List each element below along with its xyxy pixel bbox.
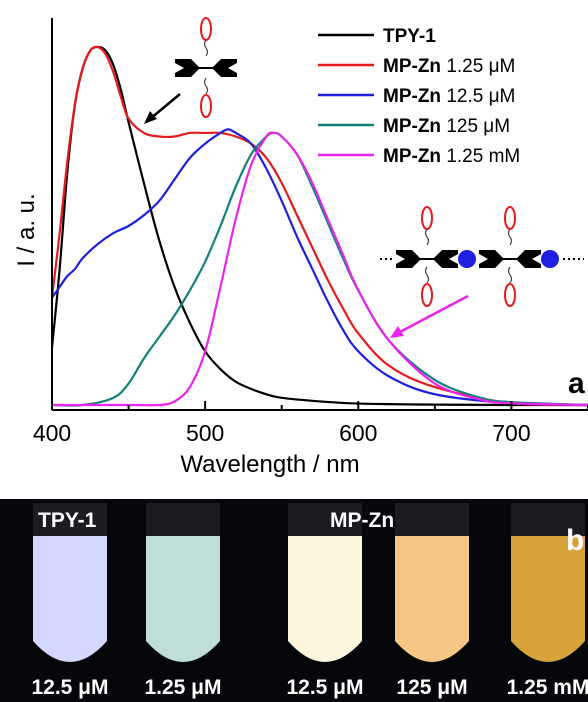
arrow-to-mp-zn: [390, 294, 469, 338]
arrow-to-tpy: [144, 93, 181, 124]
polymer-diagram: [380, 206, 584, 307]
vial-label-5: 1.25 mM: [507, 676, 588, 699]
photo-label-tpy: TPY-1: [38, 509, 97, 532]
legend-entry-2: MP-Zn 1.25 μM: [383, 56, 515, 77]
monomer-diagram: [175, 17, 237, 118]
x-tick-label: 600: [339, 420, 377, 446]
panel-label-a: a: [568, 367, 585, 400]
vial-label-2: 1.25 μM: [144, 676, 221, 699]
vial-solution-2: [146, 536, 220, 662]
vial-solution-1: [33, 536, 107, 662]
vial-solution-5: [511, 536, 585, 662]
legend: TPY-1 MP-Zn 1.25 μM MP-Zn 12.5 μM MP-Zn 125…: [318, 26, 520, 167]
vial-photo: 12.5 μM 1.25 μM 12.5 μM 125 μM 1.25 mM TPY-1…: [0, 499, 588, 702]
vial-label-3: 12.5 μM: [286, 676, 363, 699]
panel-label-b: b: [566, 524, 584, 557]
legend-entry-5: MP-Zn 1.25 mM: [383, 146, 520, 167]
y-axis-label: I / a. u.: [13, 193, 40, 266]
legend-entry-4: MP-Zn 125 μM: [383, 116, 510, 137]
series-line-4: [51, 131, 588, 407]
x-tick-label: 400: [33, 420, 71, 446]
series-line-5: [52, 131, 588, 407]
legend-entry-3: MP-Zn 12.5 μM: [383, 86, 515, 107]
vial-solution-3: [288, 536, 362, 662]
vial-label-1: 12.5 μM: [31, 676, 108, 699]
vial-solution-4: [395, 536, 469, 662]
legend-entry-1: TPY-1: [383, 26, 436, 47]
vial-label-4: 125 μM: [396, 676, 467, 699]
x-tick-label: 500: [186, 420, 224, 446]
series-line-3: [51, 128, 588, 407]
series-line-2: [50, 45, 588, 407]
vials-layer: 12.5 μM 1.25 μM 12.5 μM 125 μM 1.25 mM: [31, 503, 588, 699]
series-layer: [50, 45, 588, 407]
photo-label-mp-zn: MP-Zn: [330, 509, 394, 532]
spectra-chart: 400 500 600 700 Wavelength / nm I / a. u. a…: [13, 17, 588, 478]
x-axis-label: Wavelength / nm: [180, 451, 359, 478]
axes-layer: 400 500 600 700: [33, 18, 588, 446]
x-tick-label: 700: [492, 420, 530, 446]
